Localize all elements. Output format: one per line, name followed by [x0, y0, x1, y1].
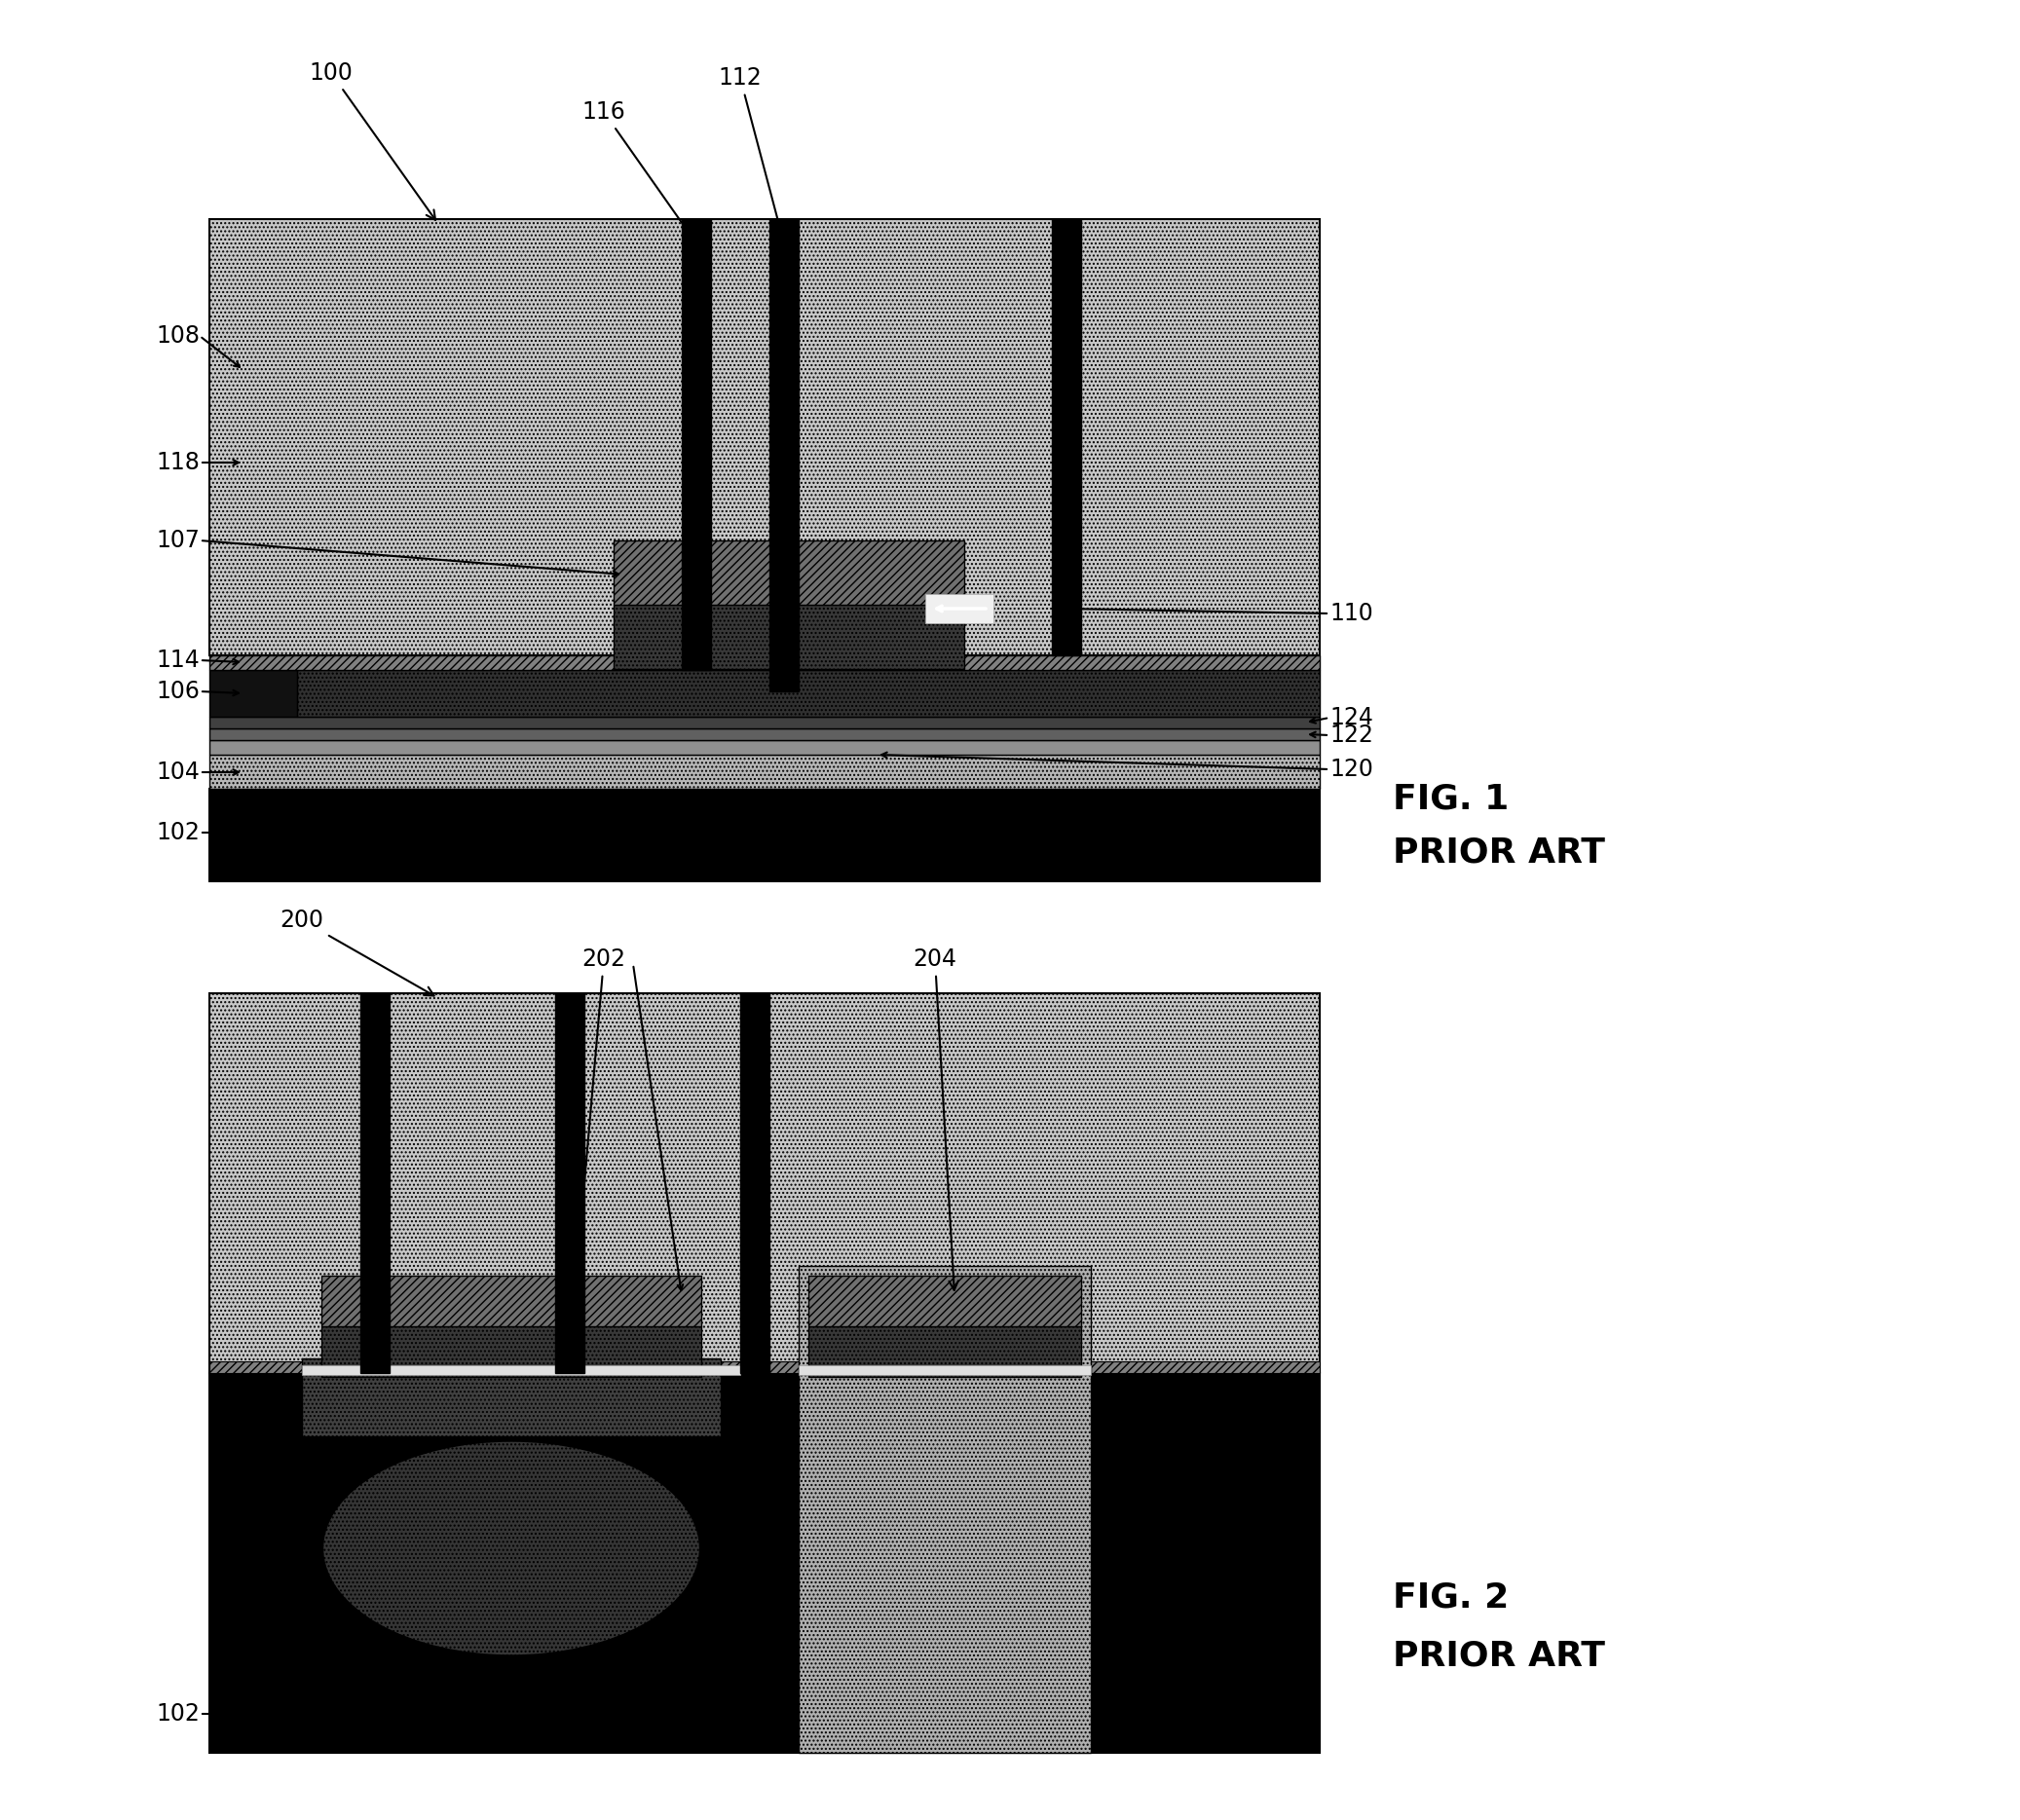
Bar: [210, 655, 1319, 670]
Bar: [798, 1267, 1091, 1753]
Bar: [556, 994, 584, 1372]
Bar: [210, 717, 1319, 728]
Bar: [808, 1276, 1081, 1327]
Text: 107: 107: [156, 530, 200, 551]
Bar: [321, 1327, 701, 1378]
Text: 200: 200: [281, 908, 434, 996]
Text: 100: 100: [309, 62, 436, 220]
Text: PRIOR ART: PRIOR ART: [1392, 1638, 1606, 1673]
Text: 108: 108: [156, 324, 200, 348]
Bar: [210, 218, 1319, 655]
Text: 102: 102: [156, 1702, 200, 1725]
Bar: [210, 1372, 1319, 1753]
Text: 112: 112: [719, 66, 786, 238]
Bar: [683, 218, 711, 670]
Bar: [925, 593, 994, 622]
Bar: [210, 1361, 1319, 1372]
Bar: [301, 1365, 739, 1374]
Bar: [210, 755, 1319, 788]
Text: FIG. 2: FIG. 2: [1392, 1580, 1509, 1614]
Text: 124: 124: [1329, 706, 1374, 730]
Bar: [614, 541, 964, 604]
Text: PRIOR ART: PRIOR ART: [1392, 835, 1606, 868]
Bar: [210, 728, 1319, 741]
Bar: [301, 1358, 721, 1436]
Text: 202: 202: [572, 948, 626, 1290]
Text: 122: 122: [1329, 724, 1374, 746]
Bar: [739, 994, 770, 1372]
Text: 114: 114: [156, 648, 200, 672]
Text: 118: 118: [156, 451, 200, 475]
Bar: [297, 670, 1319, 717]
Text: 110: 110: [1329, 602, 1374, 624]
Bar: [360, 994, 390, 1372]
Bar: [614, 604, 964, 670]
Text: 204: 204: [913, 948, 957, 1290]
Bar: [808, 1327, 1081, 1378]
Text: 116: 116: [582, 100, 693, 240]
Bar: [770, 218, 798, 692]
Text: FIG. 1: FIG. 1: [1392, 783, 1509, 815]
Text: 106: 106: [156, 679, 200, 703]
Bar: [1052, 218, 1081, 655]
Bar: [210, 788, 1319, 881]
Ellipse shape: [323, 1441, 699, 1656]
Text: 104: 104: [156, 761, 200, 784]
Bar: [210, 994, 1319, 1372]
Text: 120: 120: [1329, 757, 1374, 781]
Bar: [210, 741, 1319, 755]
Bar: [210, 670, 297, 717]
Bar: [798, 1365, 1091, 1374]
Text: 102: 102: [156, 821, 200, 844]
Bar: [321, 1276, 701, 1327]
